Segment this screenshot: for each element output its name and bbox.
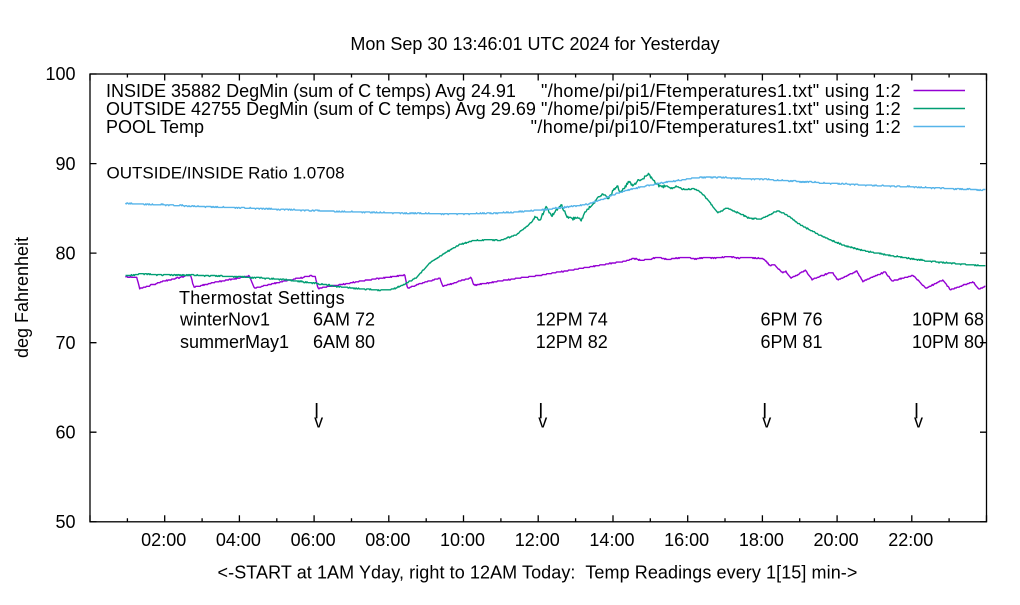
svg-text:50: 50 xyxy=(55,512,75,532)
svg-text:02:00: 02:00 xyxy=(141,530,186,550)
svg-text:06:00: 06:00 xyxy=(291,530,336,550)
svg-text:10PM 80: 10PM 80 xyxy=(912,332,984,352)
svg-text:10PM 68: 10PM 68 xyxy=(912,310,984,330)
svg-text:v: v xyxy=(914,412,923,432)
svg-text:12PM 82: 12PM 82 xyxy=(536,332,608,352)
svg-text:deg Fahrenheit: deg Fahrenheit xyxy=(12,237,32,358)
svg-text:04:00: 04:00 xyxy=(216,530,261,550)
svg-text:<-START at 1AM Yday, right to: <-START at 1AM Yday, right to 12AM Today… xyxy=(218,562,858,582)
svg-text:70: 70 xyxy=(55,333,75,353)
svg-text:POOL Temp: POOL Temp xyxy=(106,117,204,137)
svg-text:08:00: 08:00 xyxy=(365,530,410,550)
svg-text:14:00: 14:00 xyxy=(589,530,634,550)
svg-text:OUTSIDE/INSIDE Ratio 1.0708: OUTSIDE/INSIDE Ratio 1.0708 xyxy=(107,164,345,183)
svg-text:12:00: 12:00 xyxy=(515,530,560,550)
svg-text:6AM 80: 6AM 80 xyxy=(313,332,375,352)
svg-text:20:00: 20:00 xyxy=(814,530,859,550)
svg-text:winterNov1: winterNov1 xyxy=(179,310,270,330)
svg-text:"/home/pi/pi1/Ftemperatures1.t: "/home/pi/pi1/Ftemperatures1.txt" using … xyxy=(541,81,901,101)
svg-text:6PM 76: 6PM 76 xyxy=(761,310,823,330)
svg-text:v: v xyxy=(762,412,771,432)
svg-text:v: v xyxy=(538,412,547,432)
svg-text:"/home/pi/pi5/Ftemperatures1.t: "/home/pi/pi5/Ftemperatures1.txt" using … xyxy=(541,99,901,119)
svg-text:80: 80 xyxy=(55,243,75,263)
svg-text:summerMay1: summerMay1 xyxy=(180,332,289,352)
svg-text:OUTSIDE 42755 DegMin (sum of C: OUTSIDE 42755 DegMin (sum of C temps) Av… xyxy=(106,99,536,119)
svg-text:10:00: 10:00 xyxy=(440,530,485,550)
svg-text:22:00: 22:00 xyxy=(888,530,933,550)
svg-text:12PM 74: 12PM 74 xyxy=(536,310,608,330)
svg-text:60: 60 xyxy=(55,422,75,442)
svg-text:Mon Sep 30 13:46:01 UTC 2024 f: Mon Sep 30 13:46:01 UTC 2024 for Yesterd… xyxy=(350,34,719,54)
svg-text:16:00: 16:00 xyxy=(664,530,709,550)
svg-text:Thermostat Settings: Thermostat Settings xyxy=(179,288,345,308)
svg-text:90: 90 xyxy=(55,154,75,174)
svg-text:100: 100 xyxy=(45,64,75,84)
svg-text:INSIDE 35882 DegMin (sum of C: INSIDE 35882 DegMin (sum of C temps) Avg… xyxy=(106,81,516,101)
svg-text:6PM 81: 6PM 81 xyxy=(761,332,823,352)
svg-text:"/home/pi/pi10/Ftemperatures1.: "/home/pi/pi10/Ftemperatures1.txt" using… xyxy=(531,117,901,137)
svg-text:v: v xyxy=(314,412,323,432)
svg-text:6AM 72: 6AM 72 xyxy=(313,310,375,330)
svg-text:18:00: 18:00 xyxy=(739,530,784,550)
